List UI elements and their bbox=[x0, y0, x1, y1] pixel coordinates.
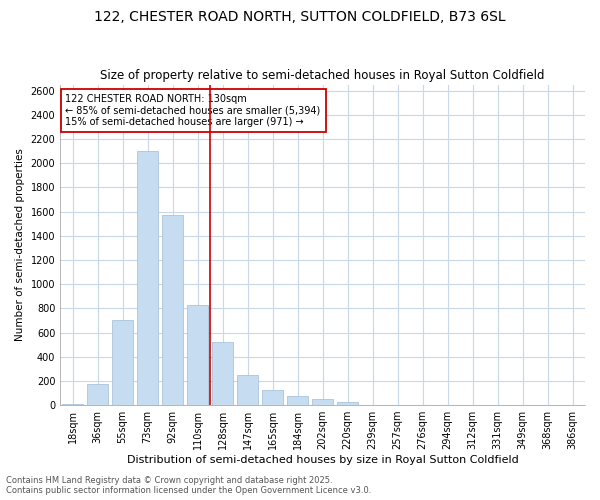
Bar bbox=[312, 399, 333, 405]
Text: 122 CHESTER ROAD NORTH: 130sqm
← 85% of semi-detached houses are smaller (5,394): 122 CHESTER ROAD NORTH: 130sqm ← 85% of … bbox=[65, 94, 320, 128]
Bar bbox=[112, 320, 133, 405]
Bar bbox=[212, 342, 233, 405]
Y-axis label: Number of semi-detached properties: Number of semi-detached properties bbox=[15, 148, 25, 342]
Bar bbox=[262, 390, 283, 405]
Bar bbox=[337, 402, 358, 405]
X-axis label: Distribution of semi-detached houses by size in Royal Sutton Coldfield: Distribution of semi-detached houses by … bbox=[127, 455, 518, 465]
Text: Contains HM Land Registry data © Crown copyright and database right 2025.
Contai: Contains HM Land Registry data © Crown c… bbox=[6, 476, 371, 495]
Bar bbox=[87, 384, 108, 405]
Bar bbox=[187, 306, 208, 405]
Text: 122, CHESTER ROAD NORTH, SUTTON COLDFIELD, B73 6SL: 122, CHESTER ROAD NORTH, SUTTON COLDFIEL… bbox=[94, 10, 506, 24]
Title: Size of property relative to semi-detached houses in Royal Sutton Coldfield: Size of property relative to semi-detach… bbox=[100, 69, 545, 82]
Bar bbox=[62, 404, 83, 405]
Bar bbox=[162, 214, 183, 405]
Bar bbox=[137, 151, 158, 405]
Bar bbox=[237, 375, 258, 405]
Bar bbox=[287, 396, 308, 405]
